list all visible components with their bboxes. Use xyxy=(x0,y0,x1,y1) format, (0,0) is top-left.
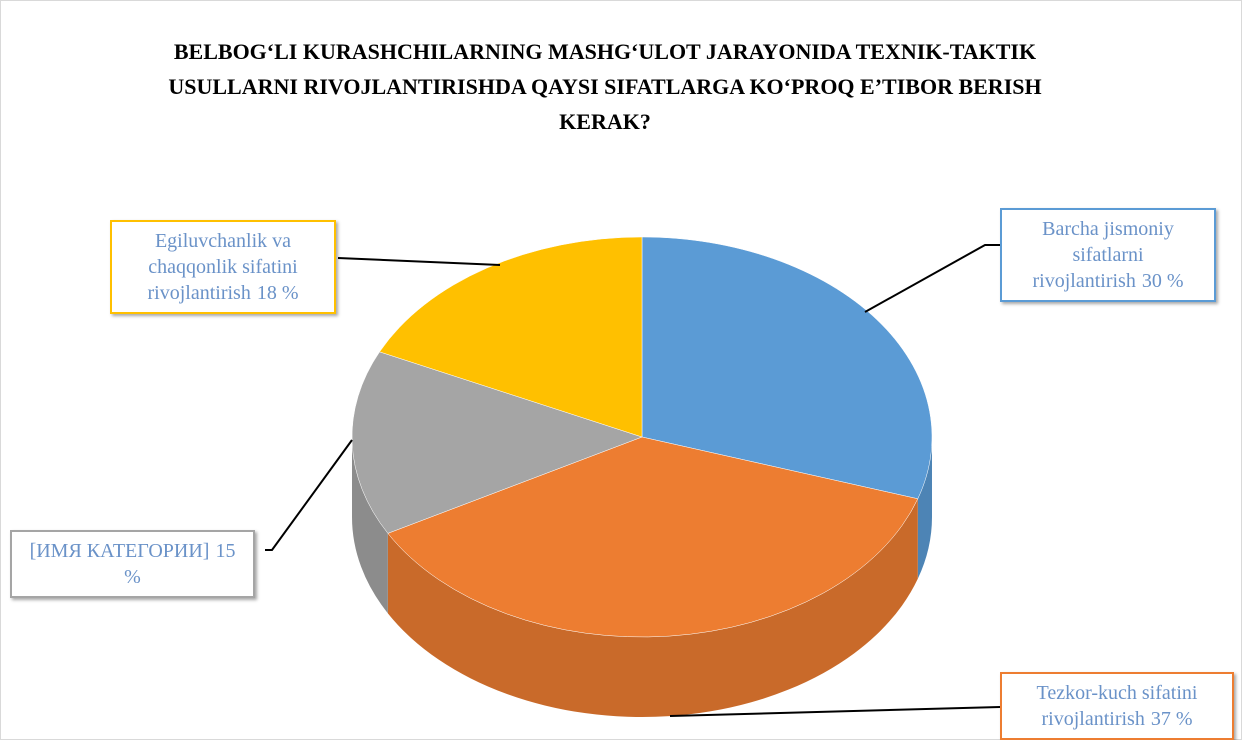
label-category: Tezkor-kuch sifatini rivojlantirish xyxy=(1036,682,1198,730)
slice-side xyxy=(387,498,918,717)
leader-line xyxy=(864,244,1000,313)
label-value: 30 % xyxy=(1141,270,1184,292)
leader-line xyxy=(265,439,353,551)
label-category: Barcha jismoniy sifatlarni rivojlantiris… xyxy=(1032,218,1174,292)
label-value: 37 % xyxy=(1150,708,1193,730)
leader-line xyxy=(669,706,1001,717)
label-value: 18 % xyxy=(256,282,299,304)
slice-side xyxy=(917,437,932,579)
label-category: [ИМЯ КАТЕГОРИИ] xyxy=(29,540,210,562)
data-label: [ИМЯ КАТЕГОРИИ] 15 % xyxy=(10,530,255,598)
chart-title: BELBOG‘LI KURASHCHILARNING MASHG‘ULOT JA… xyxy=(168,39,1042,134)
leader-line xyxy=(337,257,501,266)
slice-top xyxy=(379,236,643,438)
slice-side xyxy=(352,437,388,614)
data-label: Egiluvchanlik va chaqqonlik sifatini riv… xyxy=(110,220,336,314)
data-label: Tezkor-kuch sifatini rivojlantirish 37 % xyxy=(1000,672,1234,740)
slice-top xyxy=(387,436,919,638)
pie-slice xyxy=(351,351,643,614)
pie-slice xyxy=(641,236,933,579)
pie-slice xyxy=(379,236,643,438)
slice-top xyxy=(641,236,933,500)
pie-slice xyxy=(387,436,919,717)
label-value: 15 % xyxy=(124,540,236,588)
data-label: Barcha jismoniy sifatlarni rivojlantiris… xyxy=(1000,208,1216,302)
slice-top xyxy=(351,351,643,534)
label-category: Egiluvchanlik va chaqqonlik sifatini riv… xyxy=(147,230,298,304)
